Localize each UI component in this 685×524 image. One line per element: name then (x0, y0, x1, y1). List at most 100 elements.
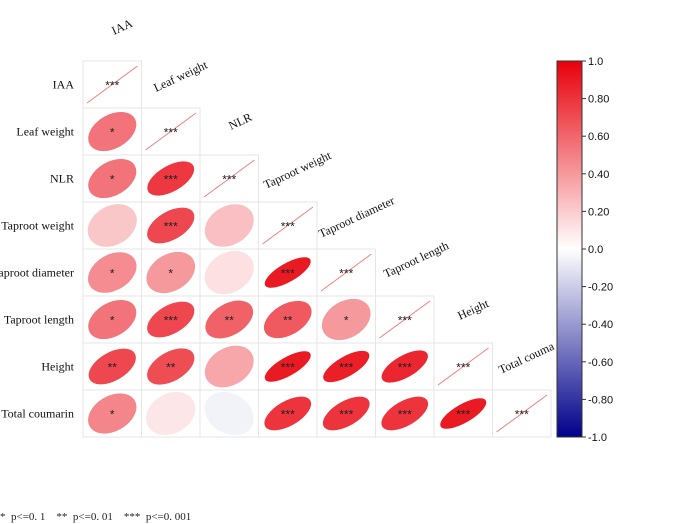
colorbar-tick-label: -0.40 (588, 319, 613, 331)
correlation-ellipse (146, 251, 196, 294)
significance-label: *** (456, 408, 470, 422)
diagonal-line (496, 394, 548, 433)
significance-label: * (110, 173, 115, 187)
matrix-cell: * (141, 248, 201, 297)
matrix-cell (199, 248, 259, 297)
matrix-cell: *** (316, 248, 376, 297)
colorbar: 1.0 0.80 0.60 0.40 0.20 0.0 -0.20 -0.40 -0.60 -0.… (556, 56, 613, 444)
significance-label: *** (281, 408, 295, 422)
diagonal-line (320, 253, 372, 292)
correlation-ellipse (88, 299, 137, 340)
column-label: Height (455, 296, 491, 323)
colorbar-tick-label: 0.40 (588, 169, 609, 181)
cell-frame (316, 342, 376, 391)
significance-label: *** (281, 267, 295, 281)
diagonal-line (203, 159, 255, 198)
matrix-cell: * (82, 295, 142, 344)
diagonal-line (86, 65, 138, 104)
matrix-cell: *** (258, 342, 318, 391)
correlation-ellipse (264, 257, 311, 288)
correlation-ellipse (147, 348, 195, 385)
matrix-cell: ** (141, 342, 201, 391)
correlation-ellipse (264, 351, 311, 382)
column-label: Taproot length (381, 238, 450, 280)
significance-label: *** (164, 220, 178, 234)
row-label: IAA (53, 78, 75, 92)
matrix-cell (199, 201, 259, 250)
significance-legend: * p<=0. 1 ** p<=0. 01 *** p<=0. 001 (0, 511, 192, 523)
correlation-ellipse (322, 396, 370, 431)
matrix-cell: *** (492, 389, 552, 438)
significance-label: *** (339, 361, 353, 375)
significance-label: *** (105, 79, 119, 93)
correlation-ellipse (204, 345, 254, 388)
column-label: IAA (109, 16, 135, 38)
matrix-cell: *** (141, 295, 201, 344)
column-label: NLR (226, 110, 254, 133)
significance-label: *** (339, 408, 353, 422)
significance-label: *** (164, 126, 178, 140)
colorbar-tick-label: -0.20 (588, 282, 613, 294)
correlation-ellipse (204, 250, 254, 295)
significance-label: ** (166, 361, 176, 375)
correlation-ellipse (321, 298, 371, 341)
correlation-ellipse (323, 350, 370, 383)
correlation-ellipse (440, 398, 487, 429)
significance-label: *** (339, 267, 353, 281)
diagonal-line (437, 347, 489, 386)
correlation-ellipse (205, 300, 254, 339)
matrix-cell: *** (141, 154, 201, 203)
column-label: Leaf weight (151, 57, 210, 94)
row-label: Leaf weight (16, 125, 74, 139)
significance-label: ** (225, 314, 235, 328)
correlation-ellipse (88, 158, 137, 199)
matrix-cell: *** (375, 295, 435, 344)
significance-label: * (110, 314, 115, 328)
matrix-cell: * (82, 248, 142, 297)
significance-label: ** (283, 314, 293, 328)
matrix-cell: *** (258, 389, 318, 438)
correlation-ellipse (88, 111, 137, 152)
significance-label: *** (398, 408, 412, 422)
colorbar-tick-label: 0.80 (588, 94, 609, 106)
diagonal-line (262, 206, 314, 245)
matrix-cell: *** (199, 154, 259, 203)
significance-label: *** (222, 173, 236, 187)
row-label: Taproot diameter (0, 266, 74, 280)
row-label: Taproot weight (1, 219, 74, 233)
matrix-cell: *** (141, 107, 201, 156)
correlation-ellipse (204, 391, 254, 436)
significance-label: * (110, 126, 115, 140)
matrix-cell: *** (141, 201, 201, 250)
matrix-cell: ** (82, 342, 142, 391)
correlation-ellipse (381, 350, 428, 383)
correlation-ellipse (204, 204, 254, 247)
colorbar-tick-label: -0.60 (588, 357, 613, 369)
correlation-ellipse (88, 393, 137, 434)
matrix-cell: ** (199, 295, 259, 344)
colorbar-tick-label: 0.0 (588, 244, 603, 256)
matrix-cell: *** (258, 201, 318, 250)
colorbar-tick-label: 0.20 (588, 206, 609, 218)
column-label: Taproot diameter (316, 193, 396, 240)
diagonal-line (379, 300, 431, 339)
significance-label: * (344, 314, 349, 328)
matrix-cell: *** (258, 248, 318, 297)
colorbar-tick-label: 0.60 (588, 131, 609, 143)
row-label: NLR (50, 172, 74, 186)
correlation-ellipse (147, 301, 195, 338)
correlation-ellipse (264, 396, 312, 431)
significance-label: * (110, 267, 115, 281)
correlation-ellipse (146, 391, 196, 436)
row-label: Taproot length (4, 313, 74, 327)
matrix-cell: * (82, 154, 142, 203)
significance-label: *** (456, 361, 470, 375)
correlation-ellipse (87, 204, 137, 247)
significance-label: *** (398, 361, 412, 375)
colorbar-tick-label: -0.80 (588, 394, 613, 406)
matrix-cell: *** (433, 389, 493, 438)
matrix-cell: * (316, 295, 376, 344)
correlation-ellipse (88, 348, 136, 385)
significance-label: *** (164, 314, 178, 328)
